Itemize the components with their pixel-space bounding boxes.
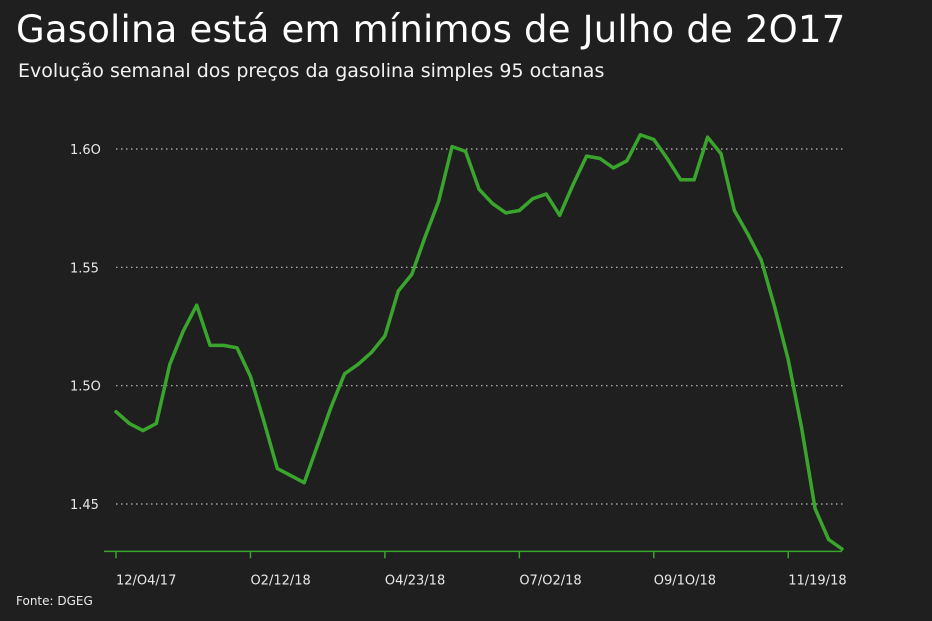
data-point [625,159,629,163]
data-point [558,213,562,217]
x-tick-label: O4/23/18 [385,573,445,588]
data-point [652,137,656,142]
data-point [504,211,508,215]
data-point [410,272,414,277]
data-point [813,507,817,511]
y-tick-label: 1.6O [70,143,101,158]
data-point [571,182,575,187]
data-point [302,481,306,485]
data-point [584,154,589,158]
data-point [746,232,750,236]
data-point [316,443,320,447]
chart-subtitle: Evolução semanal dos preços da gasolina … [18,60,605,82]
data-point [356,362,360,366]
data-point [221,343,226,348]
x-tick-label: O7/O2/18 [519,573,581,588]
data-point [154,421,158,426]
data-point [248,374,253,378]
data-point [463,149,468,153]
data-point [517,208,521,213]
data-point [732,208,737,213]
y-tick-label: 1.5O [70,380,101,395]
data-point [262,419,266,423]
data-point [719,152,723,156]
data-point [477,187,481,191]
data-point [235,346,239,350]
data-point [168,362,172,366]
data-point [208,343,212,348]
chart-title: Gasolina está em mínimos de Julho de 2O1… [16,8,846,51]
data-point [800,426,804,430]
data-point [114,410,118,414]
x-tick-label: O9/1O/18 [654,573,716,588]
data-point [786,358,790,362]
y-tick-label: 1.55 [70,261,99,276]
data-point [679,178,683,182]
data-point [773,305,777,310]
y-tick-label: 1.45 [70,498,99,513]
price-series-line [114,133,844,551]
data-point [383,334,387,338]
data-point [423,234,427,239]
data-point [437,199,441,203]
x-tick-label: 12/O4/17 [116,573,176,588]
data-point [705,135,710,139]
data-point [598,156,602,161]
data-point [289,474,293,478]
data-point [692,178,696,182]
data-point [181,329,185,333]
source-note: Fonte: DGEG [16,594,93,608]
data-point [342,372,347,376]
data-point [369,350,374,355]
data-point [531,197,535,201]
data-point [665,156,669,161]
data-point [127,421,132,426]
data-point [611,166,616,170]
data-point [195,303,199,307]
data-point [490,201,495,206]
data-point [450,145,454,149]
data-point [840,547,844,551]
data-point [396,289,400,293]
x-tick-label: O2/12/18 [250,573,310,588]
data-point [638,133,642,137]
data-point [759,258,763,262]
data-point [275,466,279,471]
data-point [544,192,548,196]
data-point [141,429,145,433]
data-point [329,405,333,409]
data-point [826,537,831,542]
x-tick-label: 11/19/18 [788,573,846,588]
